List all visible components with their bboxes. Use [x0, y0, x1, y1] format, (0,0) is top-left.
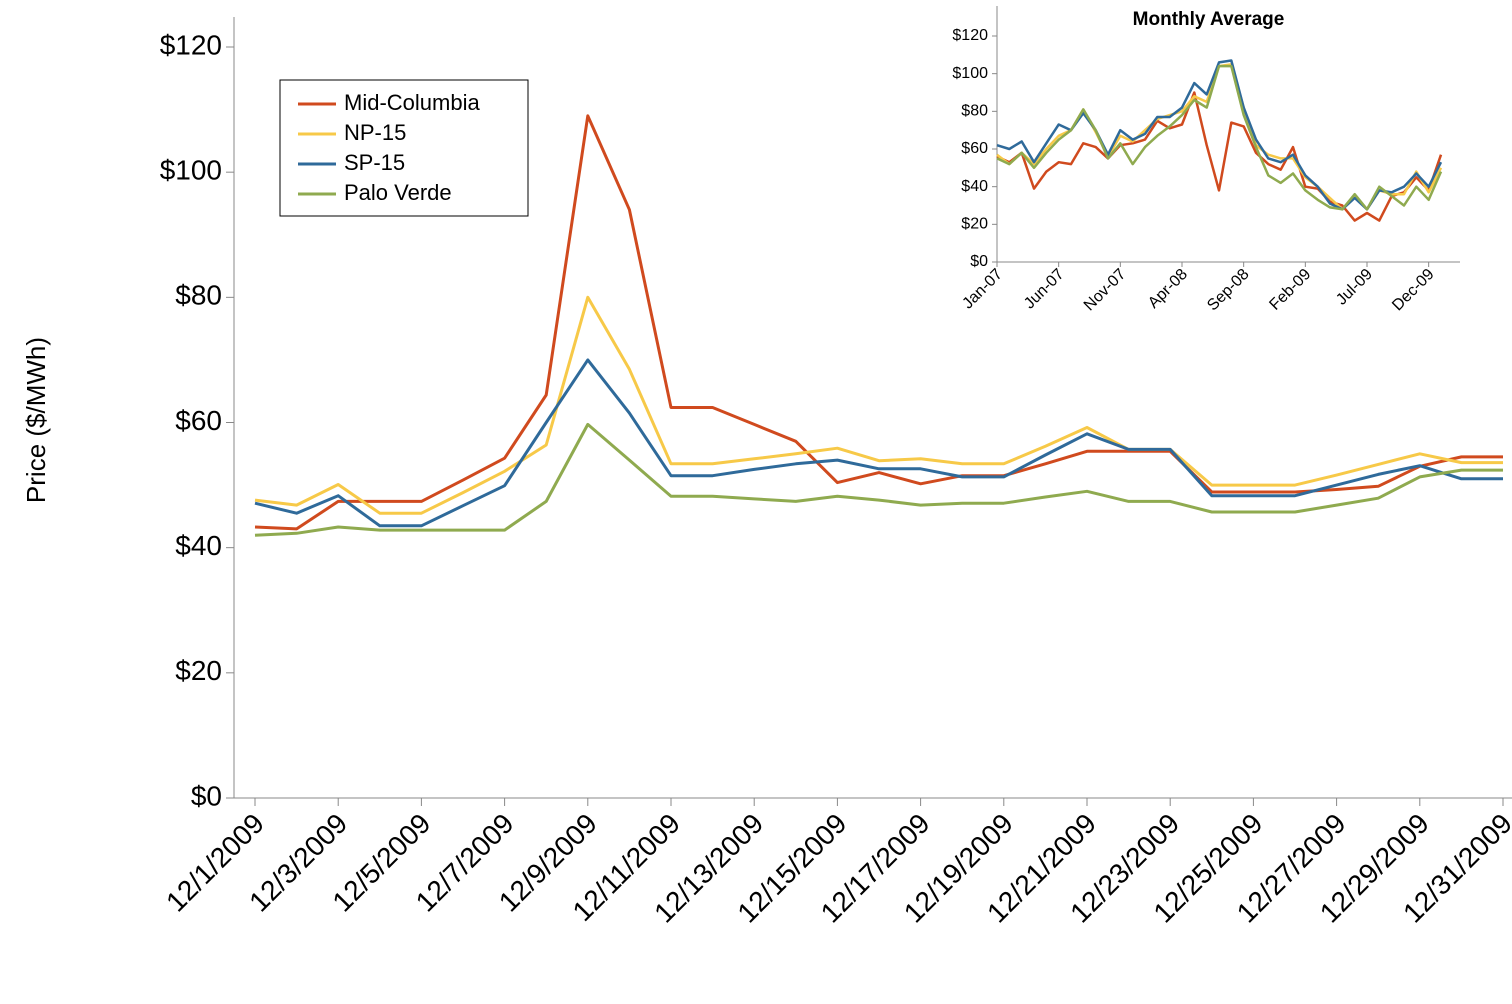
y-tick-label: $100: [952, 65, 988, 82]
legend-label: Mid-Columbia: [344, 90, 480, 115]
y-tick-label: $80: [961, 103, 988, 120]
y-tick-label: $120: [160, 29, 222, 60]
legend-label: SP-15: [344, 150, 405, 175]
series-line: [254, 358, 1503, 528]
y-tick-label: $0: [970, 253, 988, 270]
y-tick-label: $60: [175, 405, 222, 436]
y-tick-label: $40: [961, 178, 988, 195]
series-line: [254, 422, 1503, 537]
series-line: [996, 91, 1443, 222]
y-tick-label: $20: [961, 216, 988, 233]
y-tick-label: $40: [175, 530, 222, 561]
legend: Mid-Columbia NP-15 SP-15 Palo Verde: [279, 79, 529, 217]
series-line: [254, 295, 1503, 515]
y-tick-label: $80: [175, 280, 222, 311]
y-tick-label: $20: [175, 655, 222, 686]
y-tick-label: $120: [952, 27, 988, 44]
inset-title: Monthly Average: [1133, 9, 1285, 30]
y-axis-title: Price ($/MWh): [21, 337, 51, 503]
series-line: [996, 64, 1443, 211]
legend-label: NP-15: [344, 120, 406, 145]
y-tick-label: $60: [961, 140, 988, 157]
y-tick-label: $0: [191, 780, 222, 811]
inset-background: [922, 0, 1475, 356]
series-line: [254, 114, 1503, 531]
legend-label: Palo Verde: [344, 180, 452, 205]
y-tick-label: $100: [160, 155, 222, 186]
